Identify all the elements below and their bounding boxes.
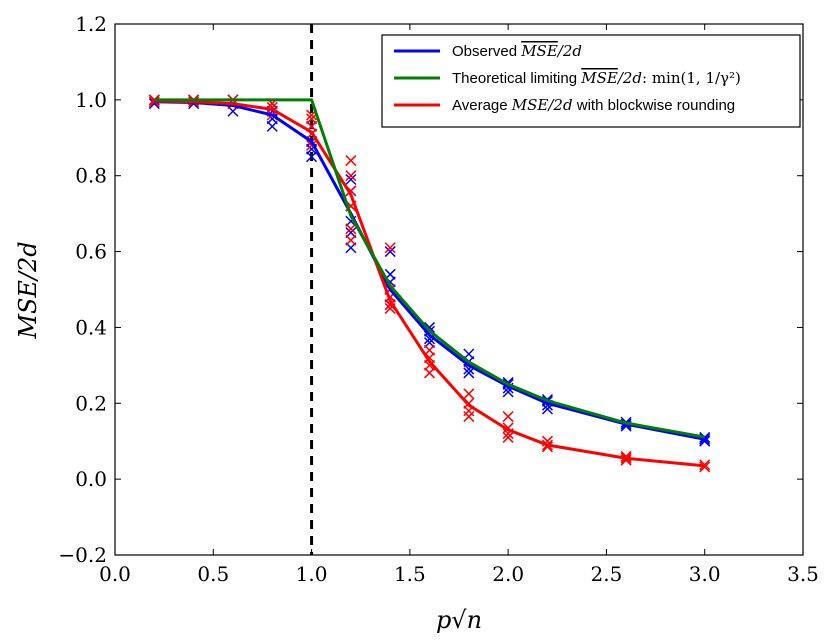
y-tick-label: 1.2 — [75, 12, 107, 36]
x-tick-label: 1.0 — [296, 562, 328, 586]
x-tick-label: 3.5 — [787, 562, 819, 586]
scatter-point — [306, 113, 318, 125]
y-tick-label: 0.4 — [75, 315, 107, 339]
y-tick-label: 0.2 — [75, 391, 107, 415]
scatter-point — [345, 155, 357, 167]
scatter-point — [384, 246, 396, 258]
series-line — [154, 99, 705, 468]
legend-box — [381, 34, 801, 128]
scatter-point — [463, 388, 475, 400]
y-tick-label: −0.2 — [58, 543, 107, 567]
legend: Observed MSE/2d Theoretical limiting MSE/… — [381, 34, 801, 128]
x-tick-label: 3.0 — [689, 562, 721, 586]
y-axis-label: MSE/2d — [14, 241, 42, 339]
y-tick-label: 0.8 — [75, 164, 107, 188]
y-tick-label: 0.6 — [75, 240, 107, 264]
scatter-point — [384, 242, 396, 254]
plot-frame — [114, 23, 804, 556]
scatter-point — [699, 461, 711, 473]
scatter-point — [502, 431, 514, 443]
series-line — [154, 100, 705, 441]
y-tick-label: 1.0 — [75, 88, 107, 112]
scatter-point — [463, 411, 475, 423]
x-tick-label: 2.5 — [591, 562, 623, 586]
x-tick-label: 0.0 — [99, 562, 131, 586]
scatter-point — [463, 367, 475, 379]
series-line — [154, 98, 705, 439]
scatter-point — [502, 411, 514, 423]
scatter-point — [463, 348, 475, 360]
x-tick-label: 1.5 — [394, 562, 426, 586]
scatter-point — [423, 344, 436, 356]
scatter-point — [699, 431, 711, 443]
x-axis-label: p√n — [436, 606, 482, 634]
legend-label: Observed MSE/2d — [452, 42, 582, 60]
scatter-point — [345, 173, 357, 186]
scatter-point — [345, 234, 357, 246]
legend-label: Theoretical limiting MSE/2d: min(1, 1/γ²… — [452, 69, 741, 87]
scatter-point — [345, 223, 357, 235]
x-tick-label: 0.5 — [197, 562, 229, 586]
y-tick-label: 0.0 — [75, 467, 107, 491]
scatter-point — [345, 170, 357, 182]
legend-label: Average MSE/2d with blockwise rounding — [452, 96, 735, 114]
x-tick-label: 2.0 — [492, 562, 524, 586]
